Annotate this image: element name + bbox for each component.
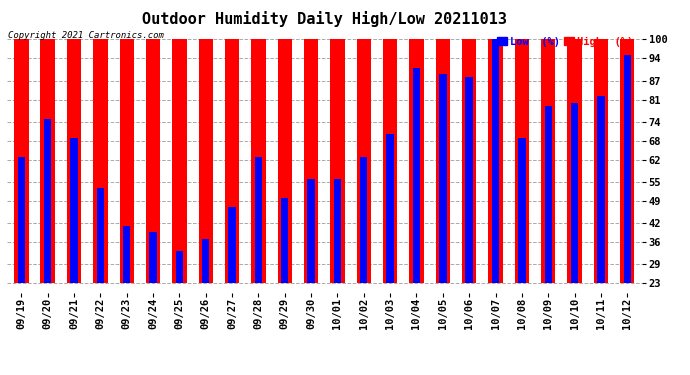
Bar xyxy=(567,39,582,283)
Bar xyxy=(176,251,183,283)
Bar xyxy=(409,39,424,283)
Bar xyxy=(150,232,157,283)
Bar xyxy=(119,39,134,283)
Title: Outdoor Humidity Daily High/Low 20211013: Outdoor Humidity Daily High/Low 20211013 xyxy=(142,12,506,27)
Legend: Low  (%), High  (%): Low (%), High (%) xyxy=(497,36,633,46)
Bar xyxy=(277,39,292,283)
Bar xyxy=(492,39,499,283)
Bar xyxy=(70,138,78,283)
Bar xyxy=(597,96,604,283)
Bar xyxy=(489,39,503,283)
Bar xyxy=(462,39,476,283)
Bar xyxy=(199,39,213,283)
Bar xyxy=(172,39,187,283)
Bar xyxy=(357,39,371,283)
Bar xyxy=(41,39,55,283)
Bar xyxy=(228,207,236,283)
Bar xyxy=(383,39,397,283)
Bar xyxy=(67,39,81,283)
Bar xyxy=(304,39,318,283)
Bar xyxy=(44,118,52,283)
Bar xyxy=(360,156,368,283)
Bar xyxy=(308,178,315,283)
Bar xyxy=(202,239,210,283)
Bar xyxy=(466,78,473,283)
Bar xyxy=(518,138,526,283)
Bar xyxy=(544,106,552,283)
Bar xyxy=(123,226,130,283)
Bar xyxy=(251,39,266,283)
Bar xyxy=(255,156,262,283)
Bar xyxy=(97,188,104,283)
Text: Copyright 2021 Cartronics.com: Copyright 2021 Cartronics.com xyxy=(8,32,164,40)
Bar xyxy=(571,103,578,283)
Bar xyxy=(14,39,28,283)
Bar xyxy=(18,156,25,283)
Bar xyxy=(93,39,108,283)
Bar xyxy=(413,68,420,283)
Bar xyxy=(439,74,446,283)
Bar xyxy=(331,39,345,283)
Bar xyxy=(281,198,288,283)
Bar xyxy=(541,39,555,283)
Bar xyxy=(146,39,160,283)
Bar xyxy=(386,134,394,283)
Bar xyxy=(334,178,341,283)
Bar xyxy=(624,55,631,283)
Bar xyxy=(435,39,450,283)
Bar xyxy=(515,39,529,283)
Bar xyxy=(620,39,635,283)
Bar xyxy=(593,39,608,283)
Bar xyxy=(225,39,239,283)
